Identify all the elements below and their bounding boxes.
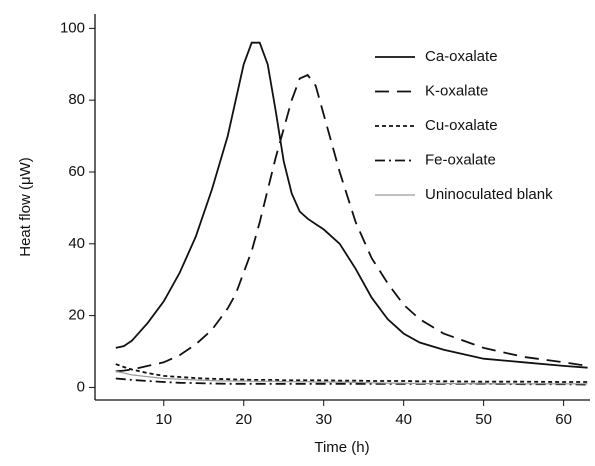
x-tick-label: 20 [235, 411, 252, 428]
series-line [115, 41, 588, 369]
y-tick-label: 0 [77, 378, 85, 395]
series-line [115, 363, 588, 383]
legend-label: Ca-oxalate [425, 48, 498, 65]
series-line [115, 370, 588, 385]
y-tick-label: 20 [68, 307, 85, 324]
x-tick-label: 30 [315, 411, 332, 428]
y-tick-label: 80 [68, 91, 85, 108]
x-tick-label: 60 [555, 411, 572, 428]
y-axis-label: Heat flow (μW) [17, 157, 34, 257]
legend-label: Uninoculated blank [425, 186, 553, 203]
x-tick-label: 10 [155, 411, 172, 428]
x-axis-label: Time (h) [314, 439, 369, 456]
x-tick-label: 40 [395, 411, 412, 428]
y-tick-label: 60 [68, 163, 85, 180]
x-tick-label: 50 [475, 411, 492, 428]
series-line [115, 73, 588, 373]
legend-label: Fe-oxalate [425, 151, 496, 168]
legend-label: K-oxalate [425, 82, 488, 99]
y-tick-label: 100 [60, 19, 85, 36]
y-tick-label: 40 [68, 235, 85, 252]
legend-label: Cu-oxalate [425, 117, 498, 134]
